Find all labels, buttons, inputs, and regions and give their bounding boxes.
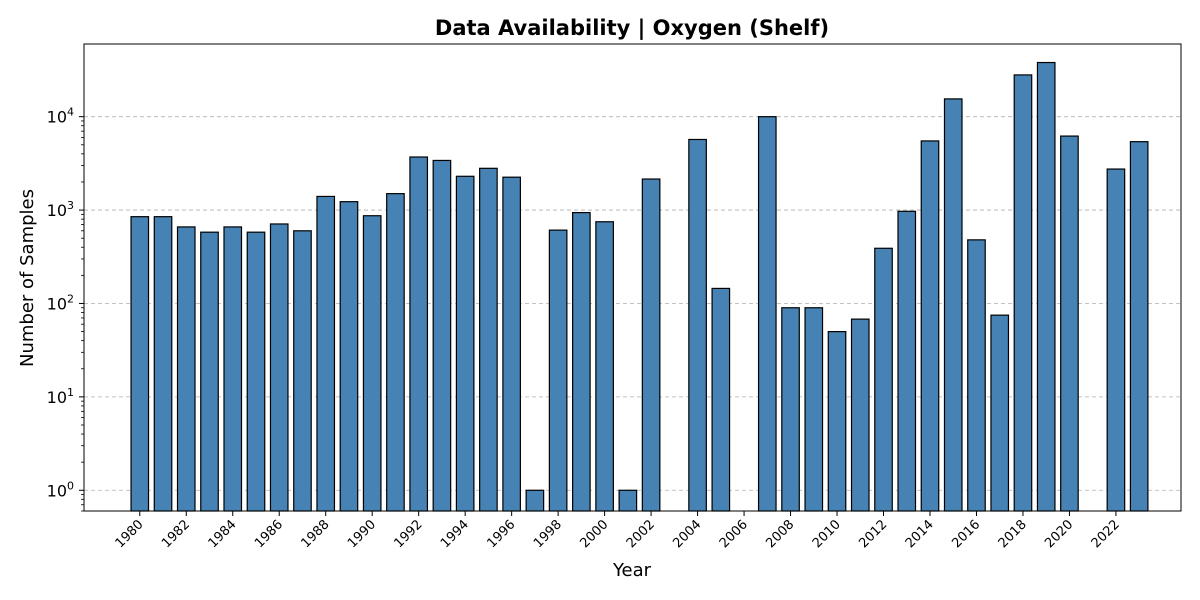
bar-2001 — [618, 489, 638, 512]
bar-1986 — [269, 223, 289, 512]
y-axis-label: Number of Samples — [17, 189, 38, 367]
bar-2013 — [897, 210, 917, 512]
bar-1987 — [293, 230, 312, 512]
bar-2005 — [711, 287, 731, 512]
y-tick-label: 100 — [47, 479, 74, 500]
bar-2019 — [1036, 61, 1056, 512]
bar-1992 — [409, 156, 429, 512]
bar-1980 — [130, 216, 150, 512]
bar-2000 — [595, 221, 614, 512]
bar-1984 — [223, 226, 243, 512]
bar-2010 — [827, 330, 847, 512]
bar-1989 — [339, 201, 359, 512]
bar-2016 — [967, 239, 986, 512]
bar-2008 — [781, 307, 800, 512]
bar-1993 — [432, 159, 452, 512]
bar-1983 — [200, 231, 219, 512]
bar-1996 — [502, 176, 521, 512]
bar-1988 — [316, 195, 336, 512]
bar-2020 — [1060, 135, 1079, 512]
bar-1995 — [479, 167, 498, 512]
y-tick-label: 104 — [47, 106, 74, 127]
bar-2012 — [874, 247, 893, 512]
bar-1982 — [176, 226, 196, 512]
bar-2022 — [1106, 168, 1126, 512]
bar-1991 — [386, 193, 405, 512]
bar-2002 — [641, 178, 661, 512]
bar-2009 — [804, 307, 824, 512]
bar-2023 — [1129, 141, 1149, 512]
plot-frame — [83, 43, 1182, 512]
bar-2017 — [990, 314, 1010, 512]
y-axis-ticks: 100 101 102 103 104 — [47, 106, 84, 512]
bar-1997 — [525, 489, 545, 512]
bar-2018 — [1013, 74, 1033, 512]
bar-1990 — [362, 215, 382, 512]
bar-2011 — [850, 318, 870, 512]
bar-2014 — [920, 140, 940, 512]
y-tick-label: 103 — [47, 199, 74, 220]
bar-2004 — [688, 138, 707, 512]
y-tick-label: 101 — [47, 386, 74, 407]
y-tick-label: 102 — [47, 292, 74, 313]
bar-1998 — [548, 229, 568, 512]
bar-2015 — [943, 98, 963, 512]
chart-title: Data Availability | Oxygen (Shelf) — [435, 16, 829, 41]
bar-1994 — [455, 175, 475, 512]
bar-2007 — [757, 116, 777, 512]
bar-1999 — [572, 211, 591, 512]
bar-1981 — [153, 216, 173, 512]
x-axis-label: Year — [612, 560, 652, 581]
bar-1985 — [246, 231, 266, 512]
